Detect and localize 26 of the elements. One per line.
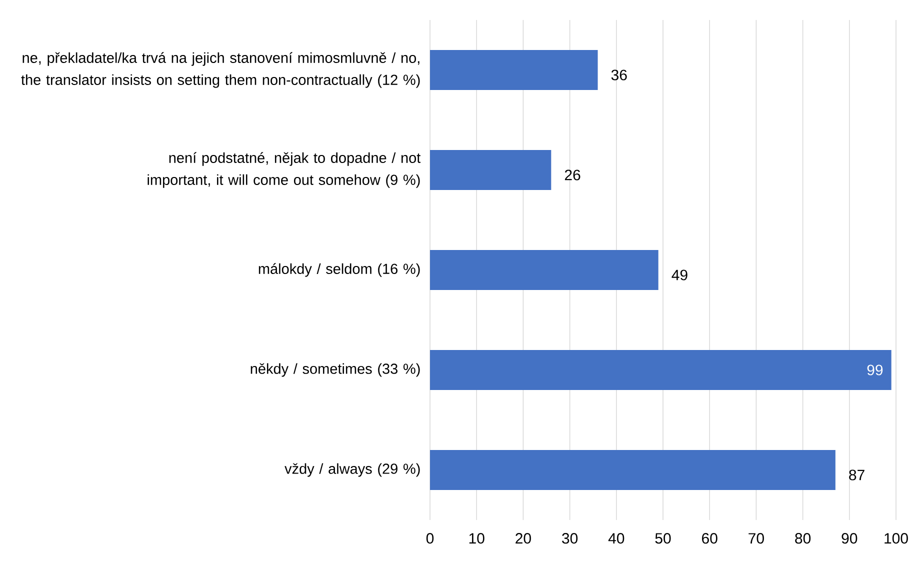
data-label: 26 <box>564 170 580 180</box>
x-tick-label: 80 <box>795 533 811 544</box>
bar <box>430 350 892 390</box>
bar <box>430 250 658 290</box>
bar <box>430 450 836 490</box>
data-label: 87 <box>849 470 864 480</box>
y-tick-label: málokdy / seldom (16 %) <box>258 263 420 277</box>
x-tick-label: 90 <box>842 533 858 544</box>
x-tick-label: 100 <box>884 533 908 544</box>
x-tick-label: 30 <box>562 533 578 544</box>
data-label: 99 <box>867 364 883 376</box>
x-tick-label: 50 <box>655 533 671 544</box>
x-tick-label: 20 <box>516 533 531 544</box>
y-tick-label: vždy / always (29 %) <box>284 463 420 477</box>
y-tick-label: někdy / sometimes (33 %) <box>250 363 420 377</box>
x-tick-label: 0 <box>426 533 434 544</box>
y-tick-label: není podstatné, nějak to dopadne / not important, it will come out somehow (9 %) <box>148 152 421 188</box>
x-tick-label: 40 <box>608 533 624 544</box>
bar <box>430 150 552 190</box>
bar <box>430 50 598 90</box>
x-tick-label: 60 <box>702 533 718 544</box>
x-tick-label: 10 <box>469 533 484 544</box>
data-label: 36 <box>611 70 627 80</box>
y-tick-label: ne, překladatel/ka trvá na jejich stanovení mimosmluvně / no, the translator insists on setting them non-contractually (12 %) <box>21 52 420 88</box>
data-label: 49 <box>672 270 688 280</box>
x-tick-label: 70 <box>748 533 764 544</box>
